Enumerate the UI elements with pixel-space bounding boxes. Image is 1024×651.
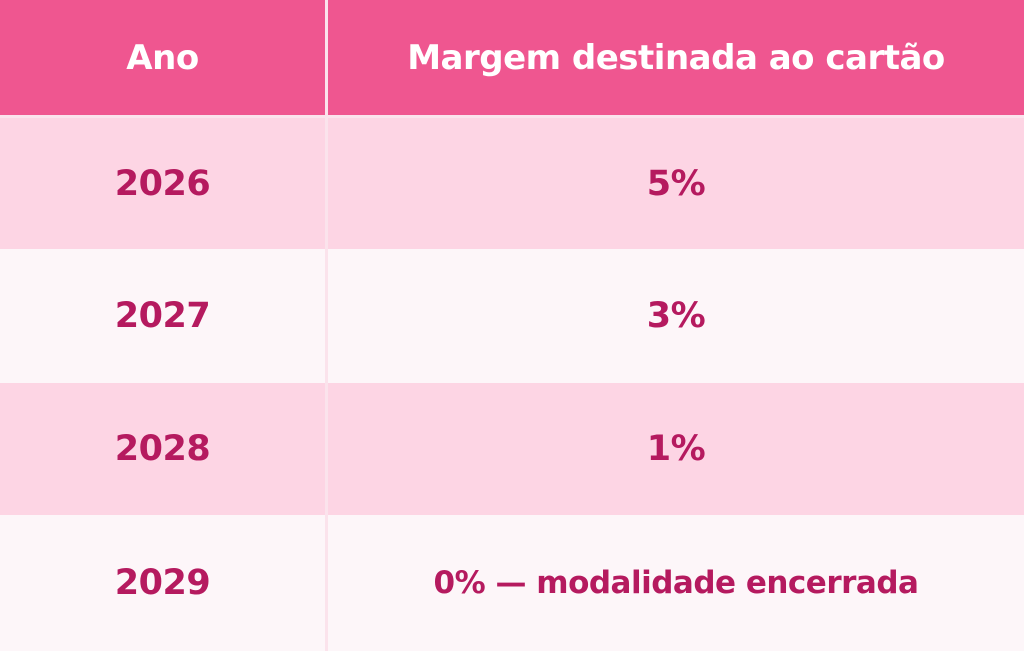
row-2029-year: 2029	[0, 515, 328, 651]
row-2027-year: 2027	[0, 249, 328, 383]
row-2027-margin: 3%	[328, 249, 1024, 383]
row-2026-margin: 5%	[328, 115, 1024, 249]
row-2028-year: 2028	[0, 383, 328, 515]
row-2028-margin: 1%	[328, 383, 1024, 515]
row-2026-year: 2026	[0, 115, 328, 249]
header-margem: Margem destinada ao cartão	[328, 0, 1024, 115]
row-2029-margin: 0% — modalidade encerrada	[328, 515, 1024, 651]
header-ano: Ano	[0, 0, 328, 115]
